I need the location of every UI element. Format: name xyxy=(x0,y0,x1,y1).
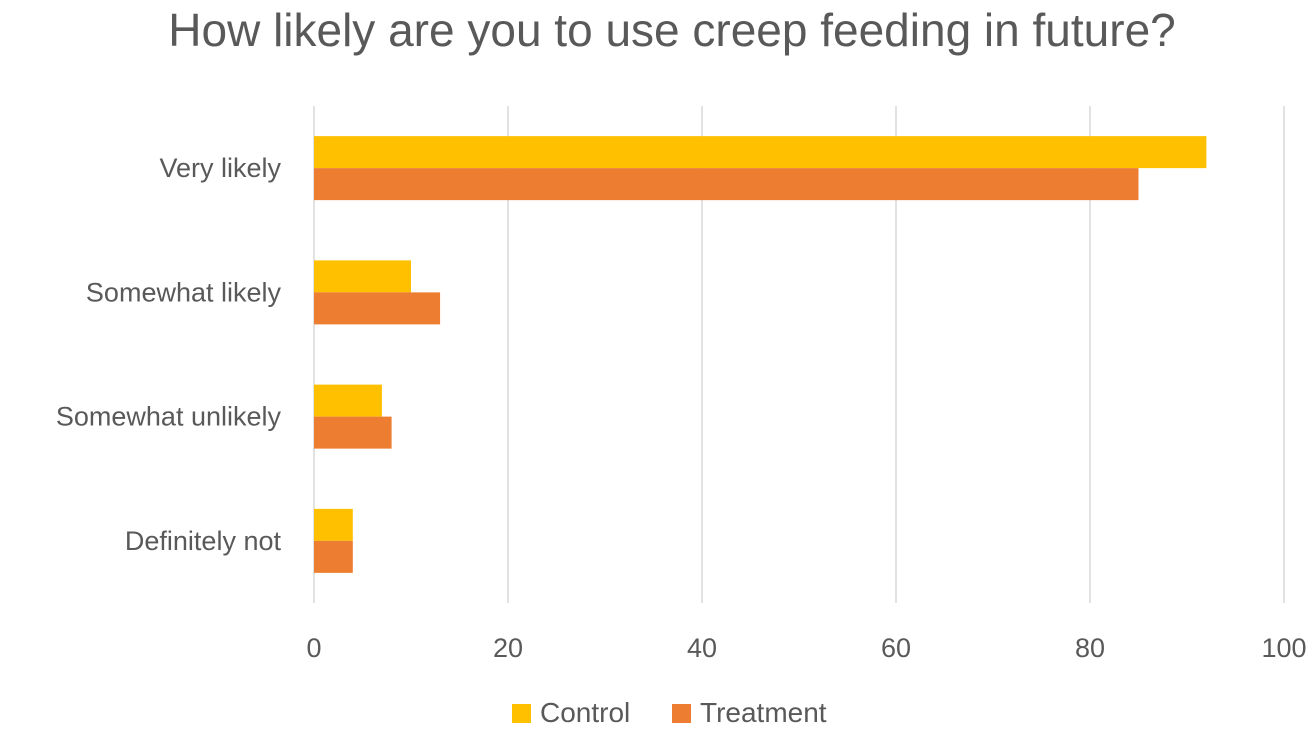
bar-control xyxy=(314,508,353,541)
category-label: Somewhat unlikely xyxy=(56,402,282,432)
category-label: Somewhat likely xyxy=(86,277,282,307)
x-tick-label: 60 xyxy=(881,633,911,663)
legend-label-control: Control xyxy=(540,697,630,728)
x-axis-tick-labels: 0 20 40 60 80 100 xyxy=(306,633,1306,663)
bar-control xyxy=(314,384,382,417)
bar-treatment xyxy=(314,292,441,325)
legend: Control Treatment xyxy=(512,697,827,728)
x-tick-label: 20 xyxy=(493,633,523,663)
x-tick-label: 40 xyxy=(687,633,717,663)
bar-control xyxy=(314,260,411,293)
bar-treatment xyxy=(314,416,392,449)
x-tick-label: 80 xyxy=(1075,633,1105,663)
x-tick-label: 0 xyxy=(306,633,321,663)
legend-swatch-treatment xyxy=(672,704,691,723)
legend-swatch-control xyxy=(512,704,531,723)
chart-title: How likely are you to use creep feeding … xyxy=(168,4,1175,56)
bar-treatment xyxy=(314,540,353,573)
bars xyxy=(314,136,1207,573)
category-label: Definitely not xyxy=(125,526,282,556)
category-labels: Very likely Somewhat likely Somewhat unlik… xyxy=(56,153,282,556)
x-tick-label: 100 xyxy=(1261,633,1306,663)
bar-treatment xyxy=(314,168,1139,201)
legend-label-treatment: Treatment xyxy=(700,697,827,728)
bar-control xyxy=(314,136,1207,169)
category-label: Very likely xyxy=(159,153,281,183)
